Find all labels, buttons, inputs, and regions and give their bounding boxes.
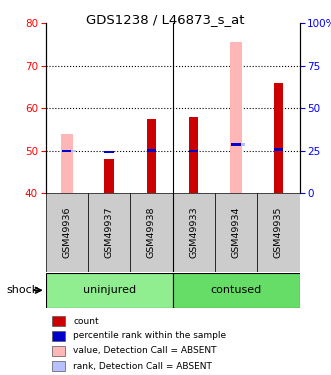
Bar	[257, 193, 300, 272]
Text: value, Detection Call = ABSENT: value, Detection Call = ABSENT	[73, 346, 217, 355]
Bar	[173, 193, 215, 272]
Bar	[230, 42, 242, 193]
Bar	[274, 148, 283, 151]
Bar	[189, 150, 198, 152]
Bar	[46, 273, 173, 308]
Bar	[236, 143, 245, 146]
Bar	[105, 159, 114, 193]
Text: GDS1238 / L46873_s_at: GDS1238 / L46873_s_at	[86, 13, 245, 26]
Text: count: count	[73, 316, 99, 326]
Bar	[62, 150, 71, 152]
Text: GSM49937: GSM49937	[105, 207, 114, 258]
Bar	[46, 193, 88, 272]
Text: GSM49933: GSM49933	[189, 207, 198, 258]
Text: contused: contused	[211, 285, 262, 295]
Text: shock: shock	[7, 285, 39, 295]
Bar	[130, 193, 173, 272]
Bar	[67, 150, 76, 152]
Text: GSM49934: GSM49934	[232, 207, 241, 258]
Text: uninjured: uninjured	[83, 285, 136, 295]
Bar	[189, 117, 198, 193]
Bar	[105, 151, 114, 153]
Text: rank, Detection Call = ABSENT: rank, Detection Call = ABSENT	[73, 362, 212, 370]
Bar	[88, 193, 130, 272]
Bar	[147, 119, 156, 193]
Text: GSM49936: GSM49936	[62, 207, 71, 258]
Text: GSM49935: GSM49935	[274, 207, 283, 258]
Bar	[173, 273, 300, 308]
Bar	[231, 143, 241, 146]
Bar	[215, 193, 257, 272]
Text: percentile rank within the sample: percentile rank within the sample	[73, 332, 226, 340]
Bar	[61, 134, 73, 193]
Bar	[274, 83, 283, 193]
Bar	[147, 149, 156, 152]
Text: GSM49938: GSM49938	[147, 207, 156, 258]
